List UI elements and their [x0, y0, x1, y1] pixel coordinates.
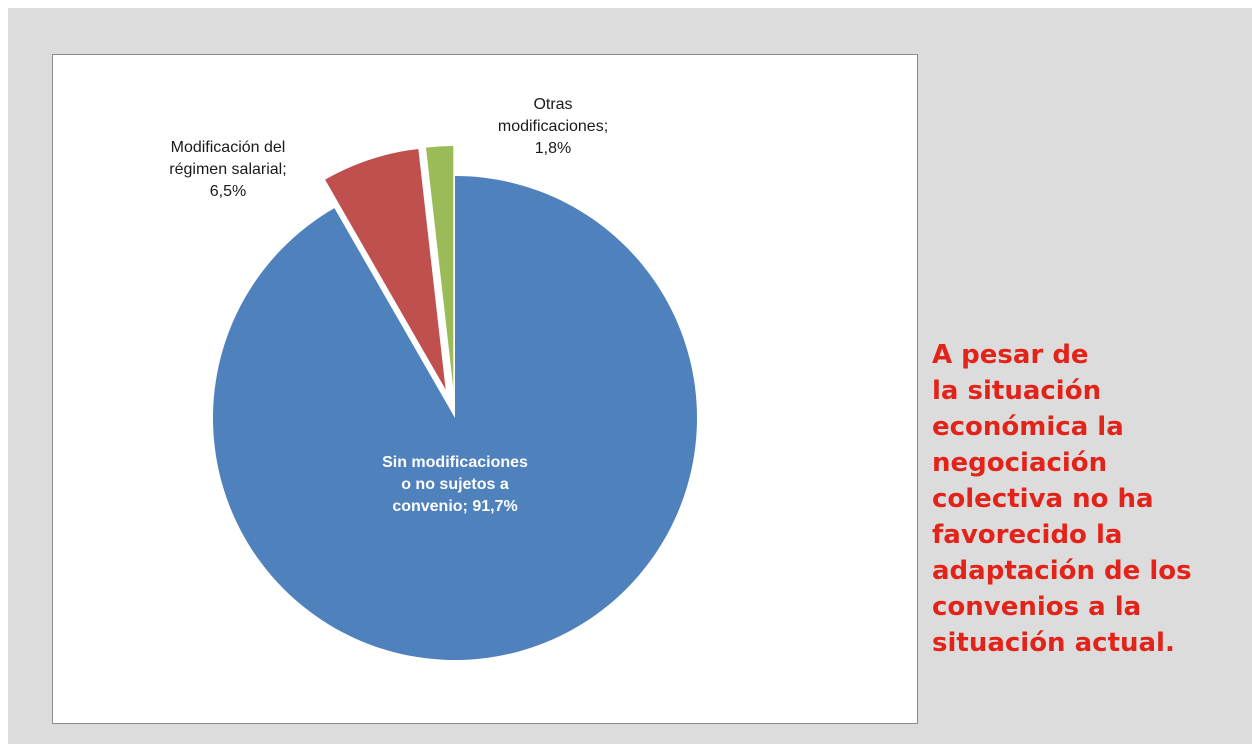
highlight-message: A pesar de la situación económica la neg…	[932, 337, 1232, 661]
pie-slice	[212, 176, 697, 660]
message-line: la situación	[932, 376, 1102, 406]
background-panel: Sin modificaciones o no sujetos a convenio…	[8, 8, 1252, 744]
message-line: económica la	[932, 412, 1124, 442]
slice-label: Sin modificaciones o no sujetos a convenio…	[382, 454, 528, 515]
message-line: convenios a la	[932, 592, 1142, 622]
pie-chart: Sin modificaciones o no sujetos a convenio…	[52, 54, 918, 724]
message-line: favorecido la	[932, 520, 1123, 550]
pie-slice	[325, 149, 446, 390]
message-line: adaptación de los	[932, 556, 1192, 586]
message-line: situación actual.	[932, 628, 1175, 658]
slice-label: Modificación del régimen salarial; 6,5%	[169, 139, 286, 200]
message-line: A pesar de	[932, 340, 1089, 370]
slice-label: Otras modificaciones; 1,8%	[498, 96, 608, 157]
message-line: colectiva no ha	[932, 484, 1154, 514]
pie-slice	[425, 146, 454, 389]
pie-chart-svg: Sin modificaciones o no sujetos a convenio…	[169, 96, 697, 660]
message-line: negociación	[932, 448, 1108, 478]
